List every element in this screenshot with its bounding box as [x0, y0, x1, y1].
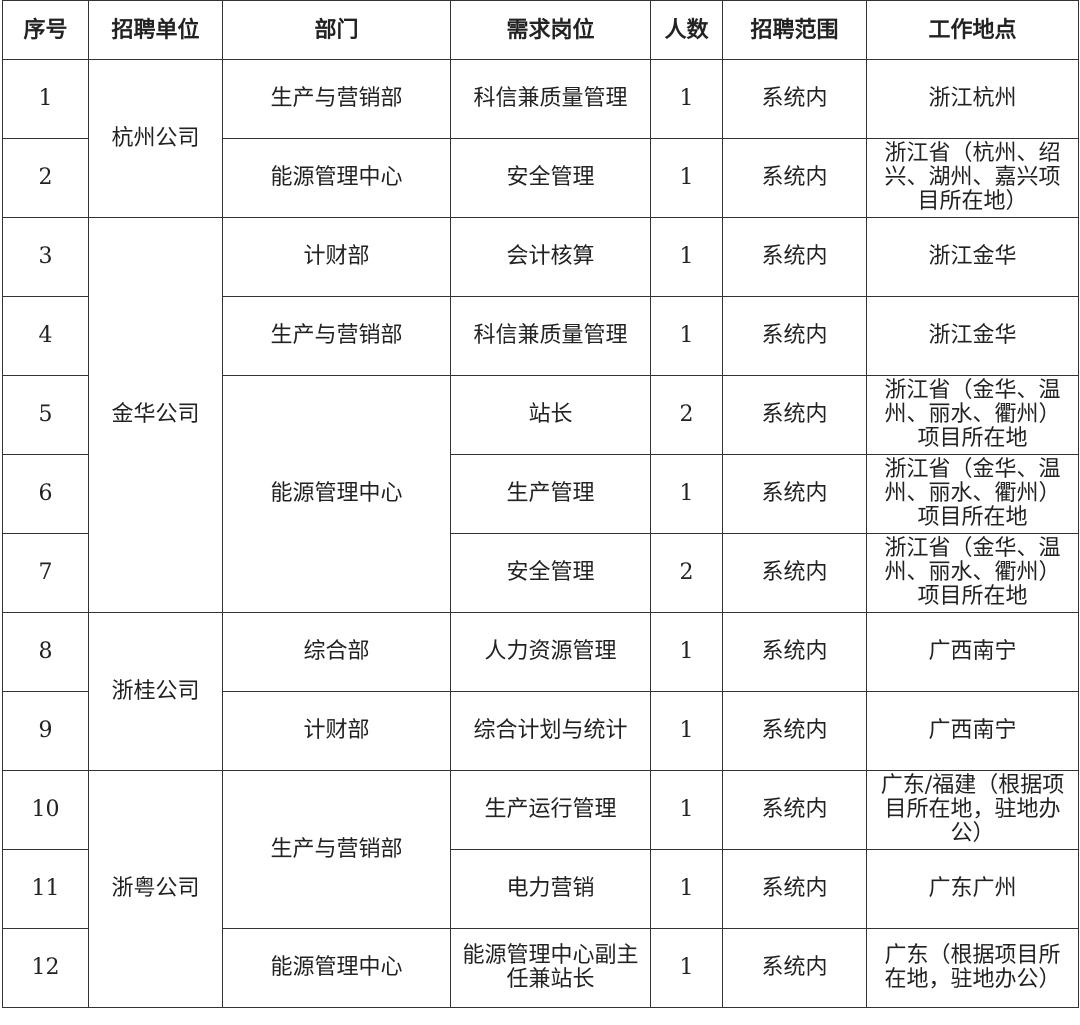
- table-row: 1 杭州公司 生产与营销部 科信兼质量管理 1 系统内 浙江杭州: [2, 59, 1079, 218]
- cell-dept: 能源管理中心: [222, 138, 451, 218]
- cell-count: 2: [650, 533, 723, 613]
- cell-no: 12: [2, 928, 89, 1008]
- cell-location: 广东/福建（根据项目所在地，驻地办公）: [866, 770, 1079, 850]
- cell-position: 生产运行管理: [450, 770, 651, 850]
- header-dept: 部门: [222, 0, 451, 60]
- cell-dept: 生产与营销部: [222, 59, 451, 139]
- cell-location: 浙江省（金华、温州、丽水、衢州）项目所在地: [866, 375, 1079, 455]
- cell-count: 1: [650, 612, 723, 692]
- cell-no: 8: [2, 612, 89, 692]
- header-unit: 招聘单位: [88, 0, 223, 60]
- cell-no: 9: [2, 691, 89, 771]
- table-row: 2 能源管理中心 安全管理 1 系统内 浙江省（杭州、绍兴、湖州、嘉兴项目所在地）: [2, 138, 1079, 218]
- cell-dept: 能源管理中心: [222, 928, 451, 1008]
- table-row: 12 能源管理中心 能源管理中心副主任兼站长 1 系统内 广东（根据项目所在地，驻地办公）: [2, 928, 1079, 1008]
- cell-count: 1: [650, 928, 723, 1008]
- cell-count: 1: [650, 691, 723, 771]
- cell-no: 7: [2, 533, 89, 613]
- cell-dept: 生产与营销部: [222, 770, 451, 929]
- cell-no: 4: [2, 296, 89, 376]
- header-no: 序号: [2, 0, 89, 60]
- cell-location: 浙江省（金华、温州、丽水、衢州）项目所在地: [866, 454, 1079, 534]
- table-row: 3 金华公司 计财部 会计核算 1 系统内 浙江金华: [2, 217, 1079, 613]
- cell-scope: 系统内: [722, 849, 867, 929]
- cell-unit: 浙桂公司: [88, 612, 223, 771]
- cell-dept: 生产与营销部: [222, 296, 451, 376]
- cell-no: 11: [2, 849, 89, 929]
- cell-no: 2: [2, 138, 89, 218]
- cell-no: 10: [2, 770, 89, 850]
- cell-position: 能源管理中心副主任兼站长: [450, 928, 651, 1008]
- cell-dept: 能源管理中心: [222, 375, 451, 613]
- header-row: 序号 招聘单位 部门 需求岗位 人数 招聘范围 工作地点: [2, 0, 1079, 60]
- cell-scope: 系统内: [722, 375, 867, 455]
- table-body: 1 杭州公司 生产与营销部 科信兼质量管理 1 系统内 浙江杭州 2 能源管理中心 安全管理 1 系统…: [2, 59, 1079, 1008]
- cell-position: 综合计划与统计: [450, 691, 651, 771]
- cell-dept: 综合部: [222, 612, 451, 692]
- cell-no: 6: [2, 454, 89, 534]
- cell-scope: 系统内: [722, 138, 867, 218]
- cell-count: 1: [650, 296, 723, 376]
- table-row: 4 生产与营销部 科信兼质量管理 1 系统内 浙江金华: [2, 296, 1079, 376]
- cell-unit: 杭州公司: [88, 59, 223, 218]
- cell-position: 安全管理: [450, 533, 651, 613]
- header-location: 工作地点: [866, 0, 1079, 60]
- cell-scope: 系统内: [722, 691, 867, 771]
- table-row: 6 生产管理 1 系统内 浙江省（金华、温州、丽水、衢州）项目所在地: [2, 454, 1079, 534]
- cell-no: 3: [2, 217, 89, 297]
- cell-position: 人力资源管理: [450, 612, 651, 692]
- cell-location: 浙江金华: [866, 296, 1079, 376]
- cell-scope: 系统内: [722, 59, 867, 139]
- cell-location: 广东广州: [866, 849, 1079, 929]
- cell-scope: 系统内: [722, 217, 867, 297]
- cell-count: 1: [650, 849, 723, 929]
- cell-location: 浙江省（杭州、绍兴、湖州、嘉兴项目所在地）: [866, 138, 1079, 218]
- cell-dept: 计财部: [222, 691, 451, 771]
- cell-position: 电力营销: [450, 849, 651, 929]
- cell-count: 1: [650, 138, 723, 218]
- cell-count: 1: [650, 217, 723, 297]
- cell-location: 广西南宁: [866, 612, 1079, 692]
- header-count: 人数: [650, 0, 723, 60]
- cell-count: 1: [650, 770, 723, 850]
- cell-scope: 系统内: [722, 928, 867, 1008]
- cell-position: 科信兼质量管理: [450, 296, 651, 376]
- cell-scope: 系统内: [722, 770, 867, 850]
- cell-no: 1: [2, 59, 89, 139]
- cell-count: 1: [650, 59, 723, 139]
- cell-count: 1: [650, 454, 723, 534]
- cell-dept: 计财部: [222, 217, 451, 297]
- cell-position: 安全管理: [450, 138, 651, 218]
- cell-unit: 浙粤公司: [88, 770, 223, 1008]
- cell-position: 科信兼质量管理: [450, 59, 651, 139]
- cell-scope: 系统内: [722, 454, 867, 534]
- cell-scope: 系统内: [722, 533, 867, 613]
- cell-position: 站长: [450, 375, 651, 455]
- cell-no: 5: [2, 375, 89, 455]
- cell-position: 会计核算: [450, 217, 651, 297]
- table-row: 7 安全管理 2 系统内 浙江省（金华、温州、丽水、衢州）项目所在地: [2, 533, 1079, 613]
- cell-location: 浙江省（金华、温州、丽水、衢州）项目所在地: [866, 533, 1079, 613]
- table-row: 5 能源管理中心 站长 2 系统内 浙江省（金华、温州、丽水、衢州）项目所在地: [2, 375, 1079, 613]
- table-row: 8 浙桂公司 综合部 人力资源管理 1 系统内 广西南宁: [2, 612, 1079, 771]
- cell-location: 广东（根据项目所在地，驻地办公）: [866, 928, 1079, 1008]
- header-scope: 招聘范围: [722, 0, 867, 60]
- cell-scope: 系统内: [722, 296, 867, 376]
- cell-location: 浙江杭州: [866, 59, 1079, 139]
- cell-count: 2: [650, 375, 723, 455]
- cell-position: 生产管理: [450, 454, 651, 534]
- cell-unit: 金华公司: [88, 217, 223, 613]
- cell-location: 浙江金华: [866, 217, 1079, 297]
- header-position: 需求岗位: [450, 0, 651, 60]
- table-row: 9 计财部 综合计划与统计 1 系统内 广西南宁: [2, 691, 1079, 771]
- table-row: 10 浙粤公司 生产与营销部 生产运行管理 1 系统内 广东/福建（根据项目所在地，驻地办公…: [2, 770, 1079, 1008]
- table-row: 11 电力营销 1 系统内 广东广州: [2, 849, 1079, 929]
- cell-scope: 系统内: [722, 612, 867, 692]
- cell-location: 广西南宁: [866, 691, 1079, 771]
